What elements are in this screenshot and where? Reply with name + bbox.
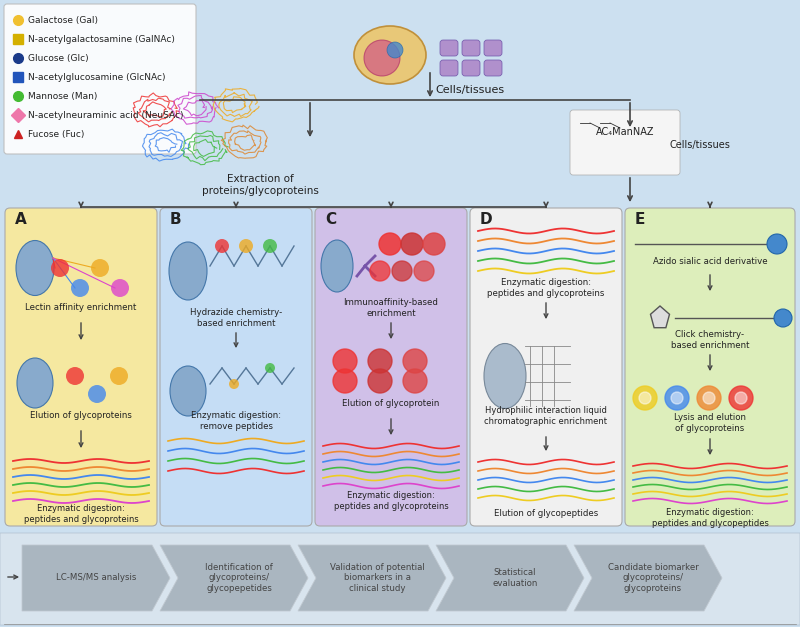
Text: Extraction of
proteins/glycoproteins: Extraction of proteins/glycoproteins bbox=[202, 174, 318, 196]
Polygon shape bbox=[650, 306, 670, 328]
Polygon shape bbox=[574, 545, 722, 611]
Text: Mannose (Man): Mannose (Man) bbox=[28, 92, 98, 100]
Circle shape bbox=[423, 233, 445, 255]
Circle shape bbox=[368, 349, 392, 373]
Circle shape bbox=[51, 259, 69, 277]
Text: N-acetylneuraminic acid (NeuSAc): N-acetylneuraminic acid (NeuSAc) bbox=[28, 110, 183, 120]
Circle shape bbox=[110, 367, 128, 385]
Text: Glucose (Glc): Glucose (Glc) bbox=[28, 53, 89, 63]
FancyBboxPatch shape bbox=[462, 40, 480, 56]
FancyBboxPatch shape bbox=[4, 4, 196, 154]
Text: Statistical
evaluation: Statistical evaluation bbox=[492, 568, 538, 587]
Circle shape bbox=[368, 369, 392, 393]
Text: Elution of glycopeptides: Elution of glycopeptides bbox=[494, 510, 598, 519]
Circle shape bbox=[66, 367, 84, 385]
FancyBboxPatch shape bbox=[484, 60, 502, 76]
Circle shape bbox=[387, 42, 403, 58]
Text: Lectin affinity enrichment: Lectin affinity enrichment bbox=[26, 303, 137, 312]
Polygon shape bbox=[298, 545, 446, 611]
Circle shape bbox=[403, 369, 427, 393]
FancyBboxPatch shape bbox=[440, 60, 458, 76]
Text: Cells/tissues: Cells/tissues bbox=[670, 140, 730, 150]
Text: Enzymatic digestion:
peptides and glycopeptides: Enzymatic digestion: peptides and glycop… bbox=[651, 508, 769, 528]
FancyBboxPatch shape bbox=[470, 208, 622, 526]
Circle shape bbox=[370, 261, 390, 281]
Circle shape bbox=[774, 309, 792, 327]
Text: Enzymatic digestion:
peptides and glycoproteins: Enzymatic digestion: peptides and glycop… bbox=[334, 492, 448, 511]
Text: Hydrazide chemistry-
based enrichment: Hydrazide chemistry- based enrichment bbox=[190, 308, 282, 328]
Ellipse shape bbox=[17, 358, 53, 408]
Circle shape bbox=[414, 261, 434, 281]
Circle shape bbox=[401, 233, 423, 255]
Circle shape bbox=[379, 233, 401, 255]
Text: AC₄ManNAZ: AC₄ManNAZ bbox=[596, 127, 654, 137]
Text: B: B bbox=[170, 213, 182, 228]
Circle shape bbox=[639, 392, 651, 404]
Text: Enzymatic digestion:
peptides and glycoproteins: Enzymatic digestion: peptides and glycop… bbox=[24, 504, 138, 524]
Circle shape bbox=[111, 279, 129, 297]
Text: Cells/tissues: Cells/tissues bbox=[435, 85, 505, 95]
Circle shape bbox=[239, 239, 253, 253]
Text: Enzymatic digestion:
peptides and glycoproteins: Enzymatic digestion: peptides and glycop… bbox=[487, 278, 605, 298]
Circle shape bbox=[333, 369, 357, 393]
Circle shape bbox=[697, 386, 721, 410]
Circle shape bbox=[767, 234, 787, 254]
Text: D: D bbox=[480, 213, 493, 228]
Ellipse shape bbox=[484, 344, 526, 409]
Circle shape bbox=[729, 386, 753, 410]
FancyBboxPatch shape bbox=[440, 40, 458, 56]
Circle shape bbox=[735, 392, 747, 404]
FancyBboxPatch shape bbox=[484, 40, 502, 56]
Circle shape bbox=[671, 392, 683, 404]
Text: Immunoaffinity-based
enrichment: Immunoaffinity-based enrichment bbox=[343, 298, 438, 318]
Circle shape bbox=[703, 392, 715, 404]
Circle shape bbox=[633, 386, 657, 410]
Text: Click chemistry-
based enrichment: Click chemistry- based enrichment bbox=[670, 330, 750, 350]
Text: Candidate biomarker
glycoproteins/
glycoproteins: Candidate biomarker glycoproteins/ glyco… bbox=[608, 563, 698, 593]
FancyBboxPatch shape bbox=[570, 110, 680, 175]
Text: Validation of potential
biomarkers in a
clinical study: Validation of potential biomarkers in a … bbox=[330, 563, 424, 593]
Circle shape bbox=[71, 279, 89, 297]
Circle shape bbox=[215, 239, 229, 253]
FancyBboxPatch shape bbox=[625, 208, 795, 526]
Text: Galactose (Gal): Galactose (Gal) bbox=[28, 16, 98, 24]
Text: Identification of
glycoproteins/
glycopepetides: Identification of glycoproteins/ glycope… bbox=[205, 563, 273, 593]
Ellipse shape bbox=[354, 26, 426, 84]
Circle shape bbox=[263, 239, 277, 253]
Circle shape bbox=[88, 385, 106, 403]
Text: A: A bbox=[15, 213, 26, 228]
Circle shape bbox=[665, 386, 689, 410]
Ellipse shape bbox=[169, 242, 207, 300]
Text: Elution of glycoproteins: Elution of glycoproteins bbox=[30, 411, 132, 421]
Circle shape bbox=[403, 349, 427, 373]
Polygon shape bbox=[436, 545, 584, 611]
FancyBboxPatch shape bbox=[462, 60, 480, 76]
Ellipse shape bbox=[321, 240, 353, 292]
Text: E: E bbox=[635, 213, 646, 228]
FancyBboxPatch shape bbox=[0, 533, 800, 625]
Text: Elution of glycoprotein: Elution of glycoprotein bbox=[342, 399, 440, 409]
Text: Hydrophilic interaction liquid
chromatographic enrichment: Hydrophilic interaction liquid chromatog… bbox=[485, 406, 607, 426]
Text: C: C bbox=[325, 213, 336, 228]
Circle shape bbox=[91, 259, 109, 277]
Circle shape bbox=[229, 379, 239, 389]
Polygon shape bbox=[160, 545, 308, 611]
Text: Enzymatic digestion:
remove peptides: Enzymatic digestion: remove peptides bbox=[191, 411, 281, 431]
Ellipse shape bbox=[16, 241, 54, 295]
Ellipse shape bbox=[170, 366, 206, 416]
Circle shape bbox=[392, 261, 412, 281]
Circle shape bbox=[333, 349, 357, 373]
Text: N-acetylgalactosamine (GalNAc): N-acetylgalactosamine (GalNAc) bbox=[28, 34, 175, 43]
Circle shape bbox=[364, 40, 400, 76]
Polygon shape bbox=[22, 545, 170, 611]
Text: Lysis and elution
of glycoproteins: Lysis and elution of glycoproteins bbox=[674, 413, 746, 433]
Text: N-acetylglucosamine (GlcNAc): N-acetylglucosamine (GlcNAc) bbox=[28, 73, 166, 82]
FancyBboxPatch shape bbox=[5, 208, 157, 526]
Text: Azido sialic acid derivative: Azido sialic acid derivative bbox=[653, 258, 767, 266]
FancyBboxPatch shape bbox=[315, 208, 467, 526]
Text: Fucose (Fuc): Fucose (Fuc) bbox=[28, 130, 84, 139]
Text: LC-MS/MS analysis: LC-MS/MS analysis bbox=[56, 574, 136, 582]
Circle shape bbox=[265, 363, 275, 373]
FancyBboxPatch shape bbox=[160, 208, 312, 526]
